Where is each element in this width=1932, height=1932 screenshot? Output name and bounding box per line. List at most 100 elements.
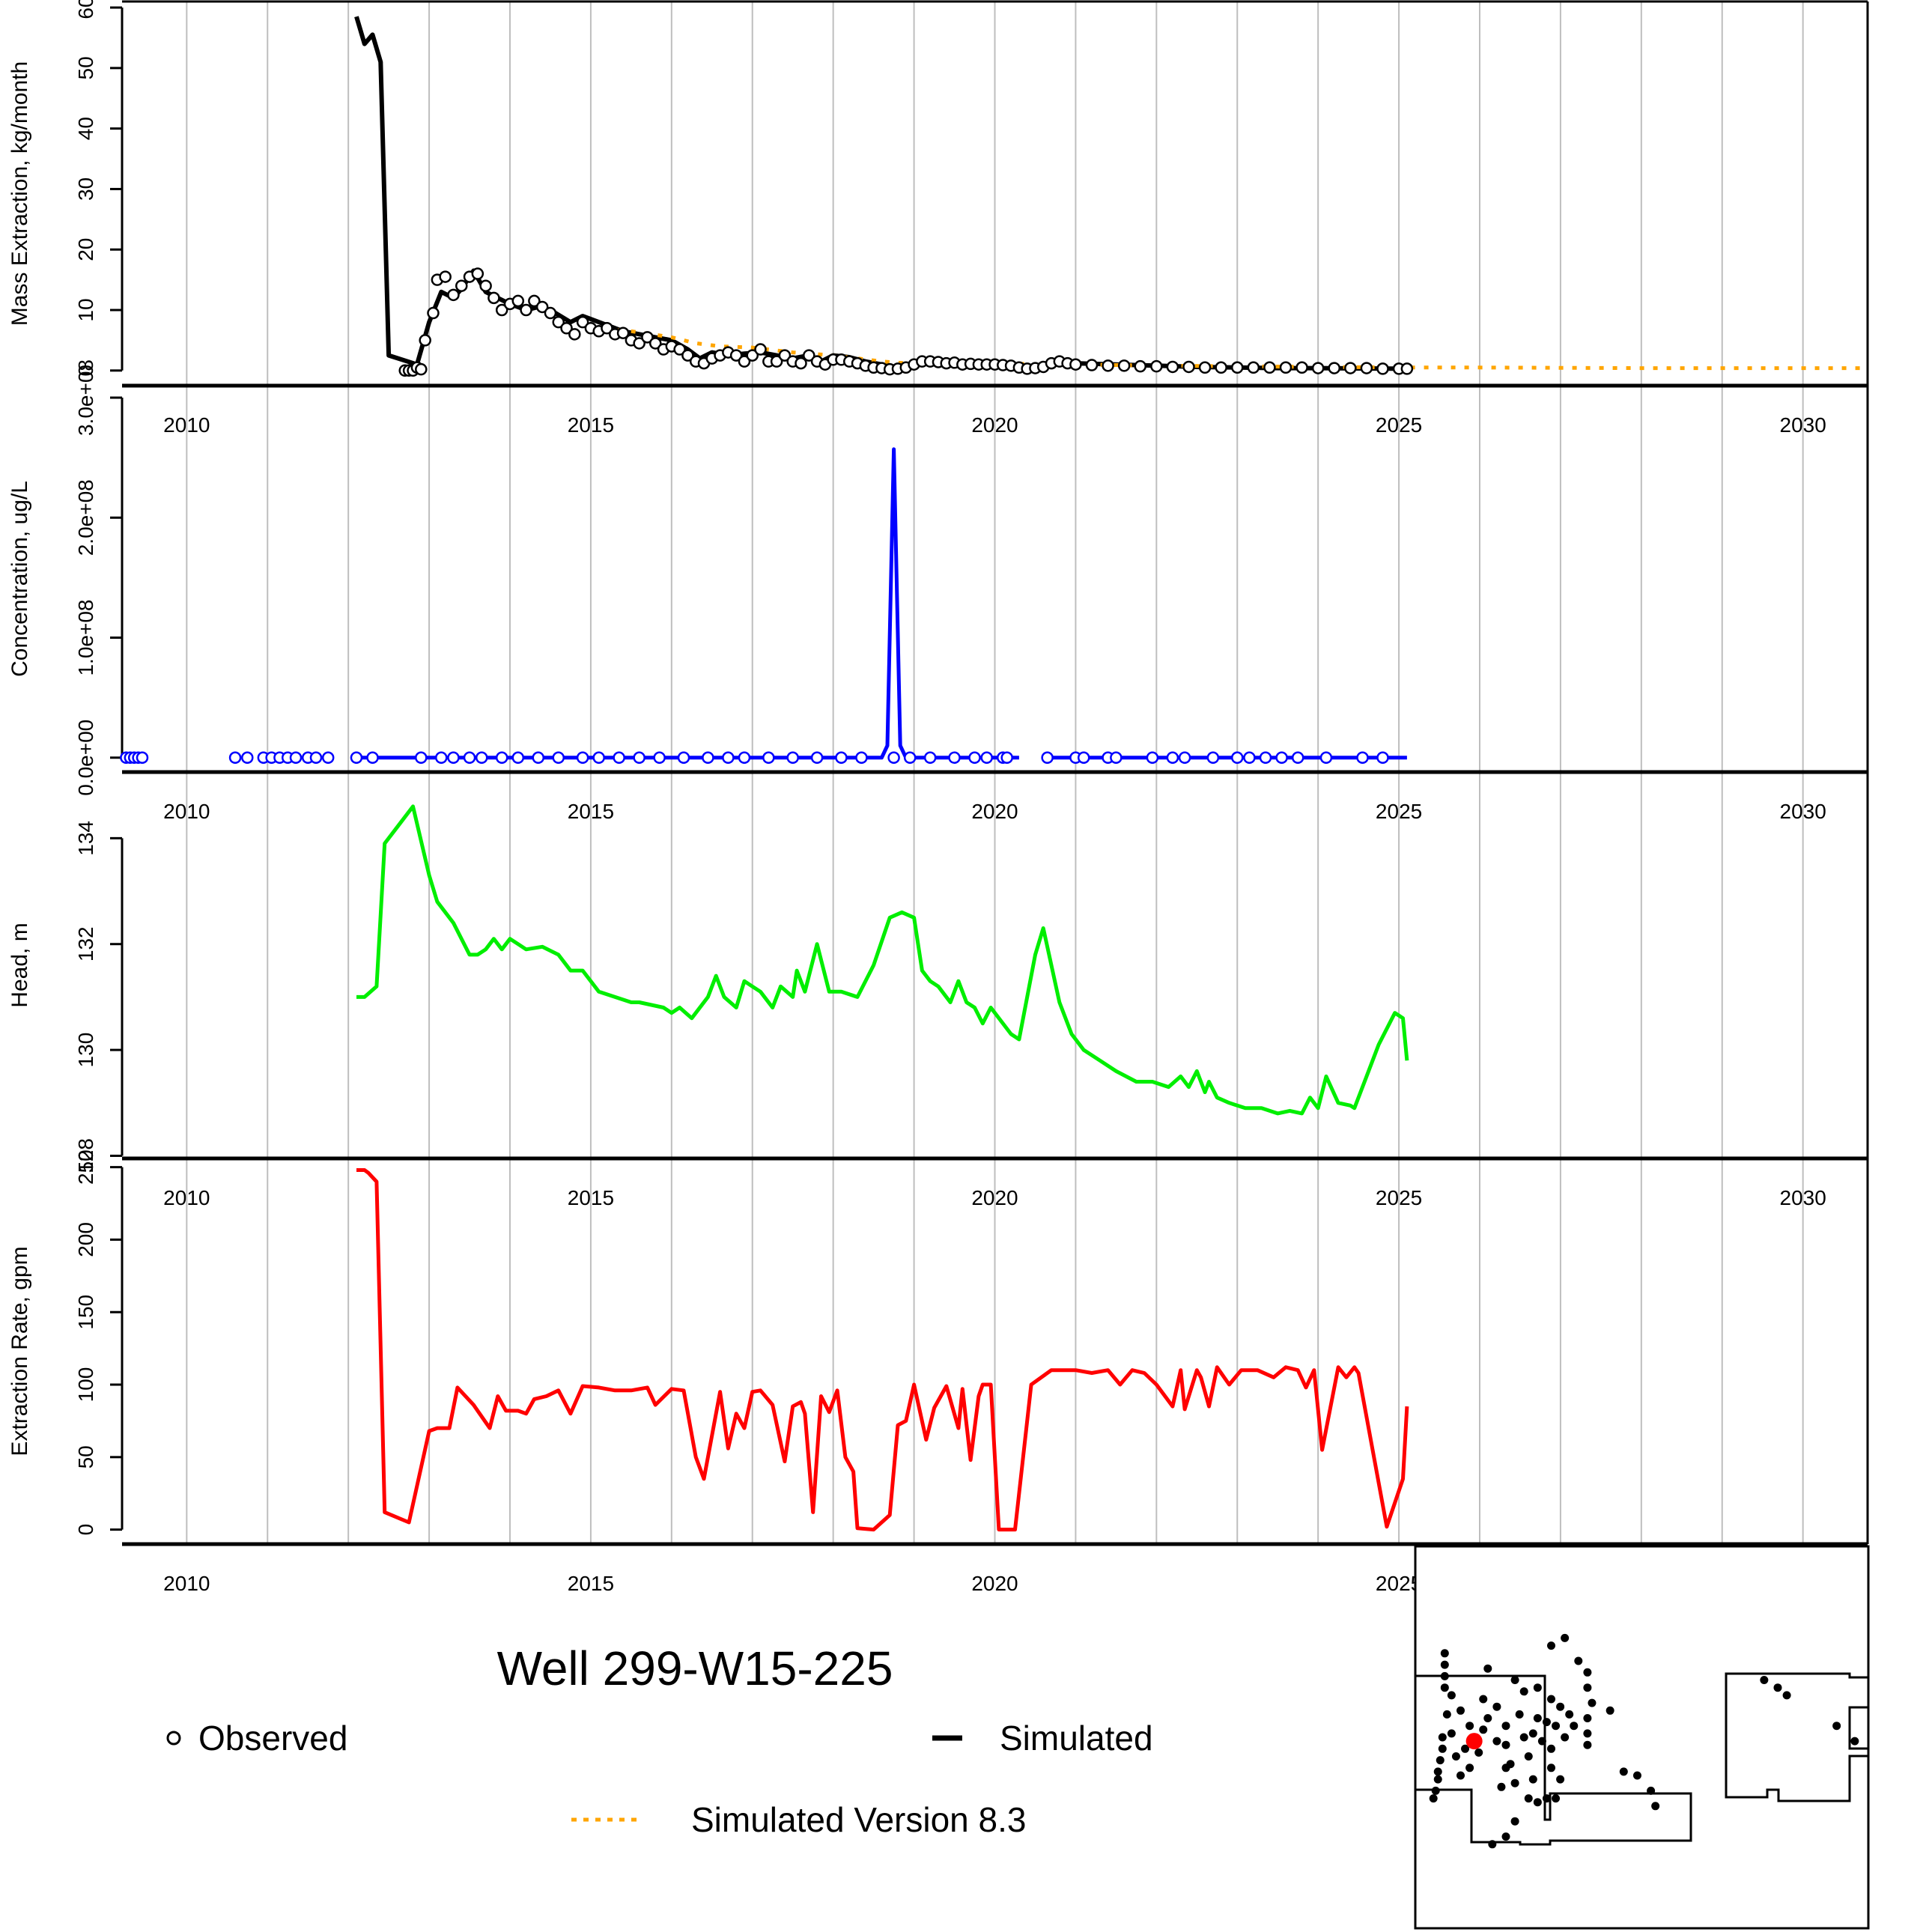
- observed-point: [887, 751, 900, 765]
- observed-point: [487, 291, 500, 305]
- y-tick-label: 20: [74, 238, 97, 261]
- chart-title: Well 299-W15-225: [497, 1641, 893, 1695]
- inset-well-point: [1492, 1702, 1501, 1711]
- observed-point: [1206, 751, 1220, 765]
- observed-point: [544, 306, 557, 320]
- observed-point: [576, 751, 589, 765]
- inset-well-point: [1583, 1729, 1592, 1738]
- observed-point: [722, 751, 735, 765]
- y-tick-label: 0.0e+00: [74, 720, 97, 796]
- inset-well-point: [1583, 1683, 1592, 1692]
- inset-well-point: [1547, 1641, 1555, 1650]
- inset-well-point: [1552, 1722, 1561, 1731]
- observed-point: [447, 751, 460, 765]
- inset-well-point: [1438, 1733, 1447, 1742]
- observed-point: [520, 303, 532, 317]
- observed-point: [576, 315, 589, 329]
- inset-well-point: [1431, 1786, 1440, 1795]
- observed-point: [568, 328, 581, 341]
- y-axis-label: Extraction Rate, gpm: [7, 1246, 32, 1456]
- observed-point: [560, 322, 573, 335]
- y-tick-label: 250: [74, 1149, 97, 1185]
- observed-point: [613, 751, 625, 765]
- inset-well-point: [1524, 1752, 1533, 1761]
- y-tick-label: 1.0e+08: [74, 600, 97, 676]
- inset-well-point: [1547, 1764, 1555, 1772]
- series-line-simulated: [356, 804, 1409, 1116]
- observed-point: [1291, 751, 1304, 765]
- inset-well-point: [1537, 1737, 1546, 1746]
- inset-well-point: [1447, 1729, 1456, 1738]
- observed-point: [616, 326, 630, 339]
- inset-well-point: [1519, 1733, 1528, 1742]
- observed-point: [1215, 361, 1227, 374]
- inset-well-point: [1465, 1722, 1474, 1731]
- observed-point: [948, 751, 961, 765]
- inset-well-point: [1533, 1714, 1542, 1722]
- y-tick-label: 0: [74, 365, 97, 377]
- observed-point: [366, 751, 379, 765]
- inset-well-point: [1510, 1817, 1519, 1826]
- inset-well-point: [1497, 1782, 1506, 1791]
- inset-well-point: [1542, 1794, 1551, 1803]
- observed-point: [795, 356, 807, 370]
- y-tick-label: 200: [74, 1222, 97, 1257]
- observed-point: [535, 300, 549, 314]
- inset-well-point: [1442, 1710, 1451, 1719]
- inset-highlighted-well: [1465, 1733, 1483, 1750]
- observed-point: [633, 751, 645, 765]
- observed-point: [1263, 361, 1276, 374]
- x-tick-label: 2010: [163, 1572, 210, 1595]
- observed-point: [1110, 751, 1123, 765]
- observed-point: [1243, 751, 1256, 765]
- inset-well-point: [1647, 1786, 1656, 1795]
- observed-point: [350, 751, 363, 765]
- observed-point: [835, 751, 848, 765]
- inset-well-point: [1850, 1737, 1859, 1746]
- observed-point: [786, 751, 799, 765]
- inset-well-point: [1632, 1771, 1641, 1780]
- inset-well-point: [1528, 1729, 1537, 1738]
- y-tick-label: 0: [74, 1524, 97, 1536]
- inset-well-point: [1588, 1698, 1597, 1707]
- observed-point: [738, 751, 751, 765]
- observed-point: [415, 362, 428, 376]
- inset-well-point: [1465, 1764, 1474, 1772]
- inset-well-point: [1583, 1740, 1592, 1749]
- observed-point: [673, 343, 686, 356]
- observed-point: [762, 751, 775, 765]
- observed-point: [289, 751, 303, 765]
- observed-point: [677, 751, 690, 765]
- inset-well-point: [1556, 1775, 1565, 1784]
- inset-well-point: [1456, 1706, 1465, 1715]
- observed-point: [770, 355, 783, 368]
- observed-point: [980, 751, 993, 765]
- series-line-simulated-version-8-3: [590, 326, 1868, 371]
- y-tick-label: 60: [74, 0, 97, 19]
- observed-point: [1077, 751, 1090, 765]
- inset-well-point: [1773, 1683, 1782, 1692]
- observed-point: [552, 315, 565, 329]
- observed-point: [1376, 751, 1389, 765]
- inset-map-frame: [1414, 1545, 1870, 1930]
- inset-well-point: [1556, 1702, 1565, 1711]
- observed-point: [1198, 361, 1212, 374]
- observed-point: [1328, 362, 1340, 374]
- observed-point: [778, 349, 792, 362]
- observed-point: [495, 751, 508, 765]
- inset-well-point: [1606, 1706, 1614, 1715]
- inset-well-point: [1488, 1840, 1497, 1849]
- inset-well-point: [1542, 1718, 1551, 1727]
- inset-well-point: [1533, 1798, 1542, 1807]
- inset-well-point: [1501, 1740, 1510, 1749]
- observed-point: [419, 334, 431, 347]
- inset-well-point: [1547, 1695, 1555, 1704]
- observed-point: [1344, 362, 1357, 374]
- observed-point: [1069, 358, 1082, 371]
- observed-point: [1102, 359, 1114, 372]
- inset-well-point: [1524, 1794, 1533, 1803]
- observed-point: [495, 303, 508, 317]
- observed-point: [855, 751, 868, 765]
- observed-point: [455, 279, 468, 292]
